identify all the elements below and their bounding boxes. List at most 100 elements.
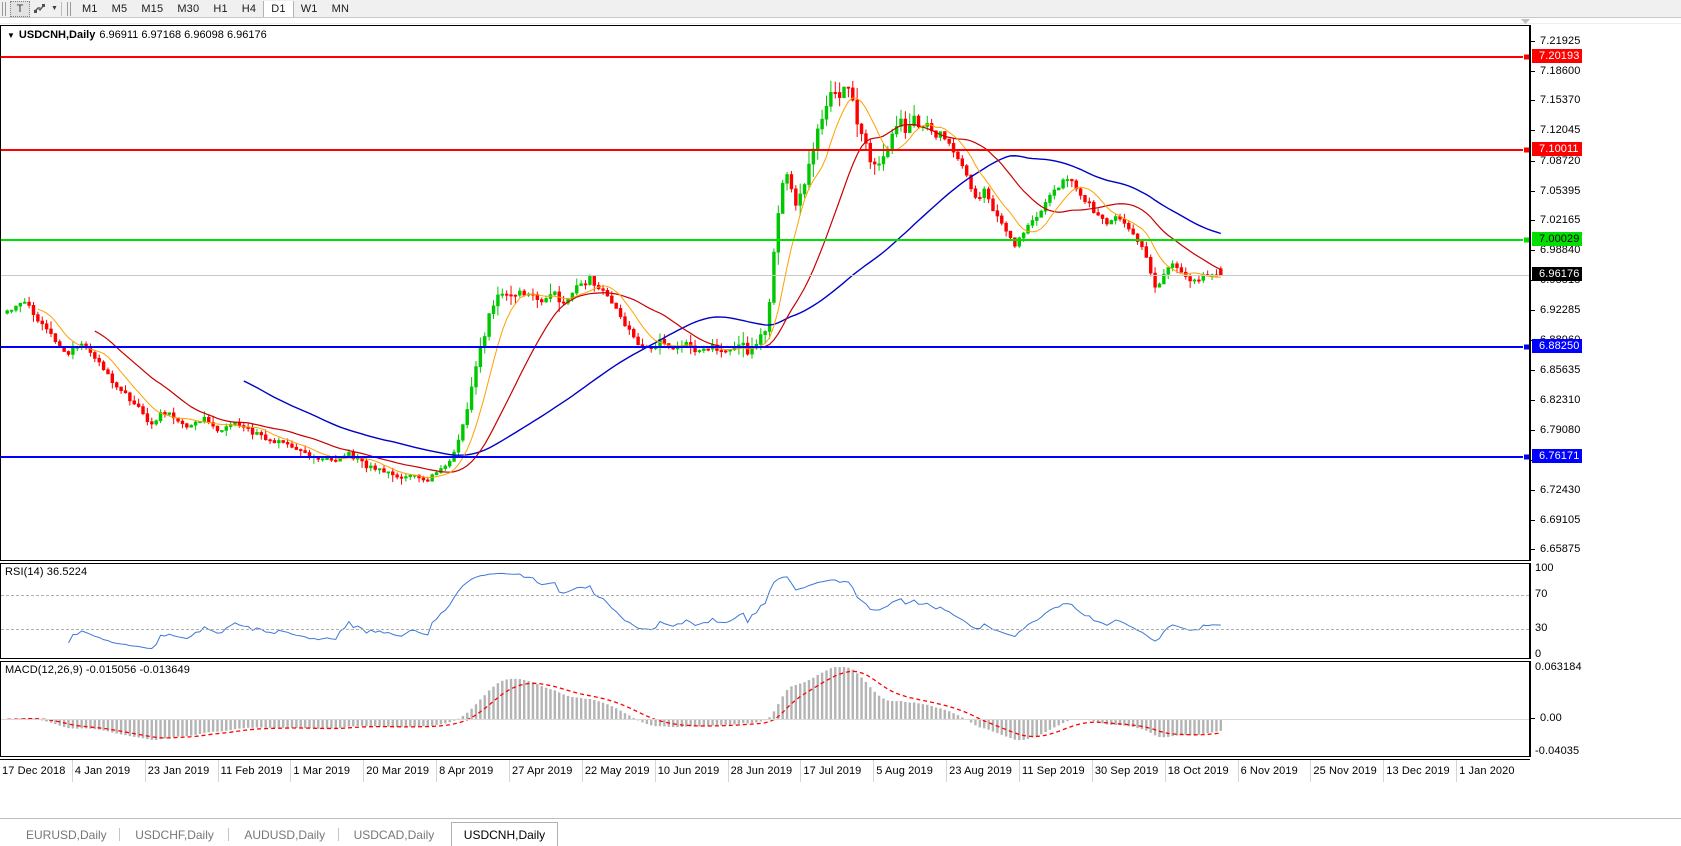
price-tick-6.65875: 6.65875 — [1531, 543, 1580, 555]
date-separator — [873, 760, 875, 782]
timeframe-grip[interactable] — [66, 1, 73, 16]
timeframe-m5[interactable]: M5 — [111, 2, 128, 15]
toolbar-separator — [60, 1, 62, 16]
timeframe-m1[interactable]: M1 — [81, 2, 98, 15]
line-handle[interactable] — [1523, 343, 1529, 351]
templates-dropdown-caret[interactable]: ▼ — [51, 5, 58, 12]
date-label-19: 13 Dec 2019 — [1386, 765, 1450, 777]
support-6.76171-line[interactable] — [1, 453, 1529, 461]
rsi-pane[interactable]: RSI(14) 36.5224 — [0, 563, 1530, 659]
date-label-1: 4 Jan 2019 — [74, 765, 131, 777]
date-label-15: 30 Sep 2019 — [1094, 765, 1159, 777]
resistance-7.20193-tag[interactable]: 7.20193 — [1532, 49, 1583, 64]
date-separator — [217, 760, 219, 782]
date-label-8: 22 May 2019 — [584, 765, 650, 777]
symbol-ohlc: 6.96911 6.97168 6.96098 6.96176 — [99, 29, 267, 41]
templates-tool-button[interactable] — [30, 1, 50, 17]
price-pane[interactable]: ▼ USDCNH,Daily 6.96911 6.97168 6.96098 6… — [0, 25, 1530, 561]
date-separator — [654, 760, 656, 782]
date-label-17: 6 Nov 2019 — [1240, 765, 1298, 777]
timeframe-mn[interactable]: MN — [331, 2, 350, 15]
text-tool-icon: T — [16, 2, 24, 15]
tab-audusd[interactable]: AUDUSD,Daily — [244, 827, 326, 842]
resistance-7.10011-tag[interactable]: 7.10011 — [1532, 141, 1582, 156]
macd-series — [7, 667, 1223, 741]
price-tick-6.79080: 6.79080 — [1531, 424, 1580, 436]
line-handle[interactable] — [1523, 236, 1529, 244]
rsi-tick-70: 70 — [1535, 587, 1548, 600]
date-label-9: 10 Jun 2019 — [657, 765, 720, 777]
macd-pane[interactable]: MACD(12,26,9) -0.015056 -0.013649 — [0, 661, 1530, 757]
price-tick-6.85635: 6.85635 — [1531, 364, 1580, 376]
price-tick-6.72430: 6.72430 — [1531, 484, 1580, 496]
macd-tick-0.063184: 0.063184 — [1535, 661, 1582, 673]
macd-tick-0.00: 0.00 — [1531, 712, 1562, 724]
chart-area: ▼ USDCNH,Daily 6.96911 6.97168 6.96098 6… — [0, 18, 1681, 818]
tab-usdcnh[interactable]: USDCNH,Daily — [450, 822, 559, 846]
rsi-label: RSI(14) 36.5224 — [5, 566, 88, 578]
tab-divider — [337, 828, 339, 841]
date-label-18: 25 Nov 2019 — [1313, 765, 1377, 777]
toolbar-grip[interactable] — [2, 1, 8, 16]
tab-divider — [119, 828, 121, 841]
price-axis[interactable]: 7.21925 7.18600 7.15370 7.12045 7.08720 7.053… — [1530, 25, 1681, 561]
tab-usdcad[interactable]: USDCAD,Daily — [353, 827, 435, 842]
date-label-6: 8 Apr 2019 — [439, 765, 494, 777]
date-separator — [71, 760, 73, 782]
date-separator — [1456, 760, 1458, 782]
symbol-header: ▼ USDCNH,Daily 6.96911 6.97168 6.96098 6… — [7, 29, 267, 41]
resistance-7.10011-line[interactable] — [1, 146, 1529, 154]
templates-icon — [34, 3, 45, 13]
tab-eurusd[interactable]: EURUSD,Daily — [26, 827, 107, 842]
support-6.88250-tag[interactable]: 6.88250 — [1532, 339, 1583, 354]
current-price-tag: 6.96176 — [1532, 267, 1583, 282]
support-6.88250-line[interactable] — [1, 343, 1529, 351]
line-handle[interactable] — [1523, 53, 1529, 61]
candlestick-series — [5, 80, 1223, 485]
tab-usdchf[interactable]: USDCHF,Daily — [135, 827, 214, 842]
price-tick-6.92285: 6.92285 — [1531, 304, 1580, 316]
collapse-icon[interactable]: ▼ — [7, 30, 15, 40]
date-separator — [1237, 760, 1239, 782]
date-separator — [436, 760, 438, 782]
macd-tick--0.04035: -0.04035 — [1535, 745, 1580, 757]
timeframe-w1[interactable]: W1 — [300, 2, 318, 15]
timeframe-m30[interactable]: M30 — [177, 2, 200, 15]
chart-top-scroll[interactable] — [0, 18, 1681, 24]
text-tool-button[interactable]: T — [10, 0, 30, 17]
timeframe-d1[interactable]: D1 — [263, 0, 294, 17]
date-label-16: 18 Oct 2019 — [1167, 765, 1229, 777]
date-label-14: 11 Sep 2019 — [1022, 765, 1085, 777]
date-label-2: 23 Jan 2019 — [147, 765, 210, 777]
timeframe-h4[interactable]: H4 — [241, 2, 257, 15]
line-handle[interactable] — [1523, 453, 1529, 461]
price-tick-6.98840: 6.98840 — [1531, 244, 1580, 256]
price-tick-7.15370: 7.15370 — [1531, 94, 1580, 106]
timeframe-h1[interactable]: H1 — [213, 2, 228, 15]
date-separator — [946, 760, 948, 782]
rsi-tick-0: 0 — [1535, 648, 1542, 660]
date-label-5: 20 Mar 2019 — [366, 765, 430, 777]
price-tick-6.69105: 6.69105 — [1531, 514, 1580, 526]
scroll-thumb[interactable] — [1521, 19, 1530, 24]
timeframe-m15[interactable]: M15 — [141, 2, 164, 15]
date-label-3: 11 Feb 2019 — [220, 765, 283, 777]
date-label-11: 17 Jul 2019 — [803, 765, 862, 777]
date-separator — [1310, 760, 1312, 782]
rsi-level-30 — [1, 629, 1529, 631]
date-label-13: 23 Aug 2019 — [949, 765, 1013, 777]
resistance-7.20193-line[interactable] — [1, 53, 1529, 61]
macd-axis: 0.063184 0.00 -0.04035 — [1530, 661, 1681, 757]
date-axis[interactable]: 17 Dec 2018 4 Jan 2019 23 Jan 2019 11 Feb 2… — [0, 759, 1530, 782]
date-label-10: 28 Jun 2019 — [730, 765, 793, 777]
chart-tabs: EURUSD,Daily USDCHF,Daily AUDUSD,Daily USDC… — [0, 818, 1681, 846]
date-label-0: 17 Dec 2018 — [2, 765, 66, 777]
current-price-line — [1, 275, 1529, 277]
date-label-12: 5 Aug 2019 — [876, 765, 933, 777]
line-handle[interactable] — [1523, 146, 1529, 154]
tab-divider — [228, 828, 230, 841]
support-6.76171-tag[interactable]: 6.76171 — [1532, 448, 1583, 463]
pivot-7.00029-line[interactable] — [1, 236, 1529, 244]
date-separator — [363, 760, 365, 782]
pivot-7.00029-tag[interactable]: 7.00029 — [1532, 232, 1583, 247]
